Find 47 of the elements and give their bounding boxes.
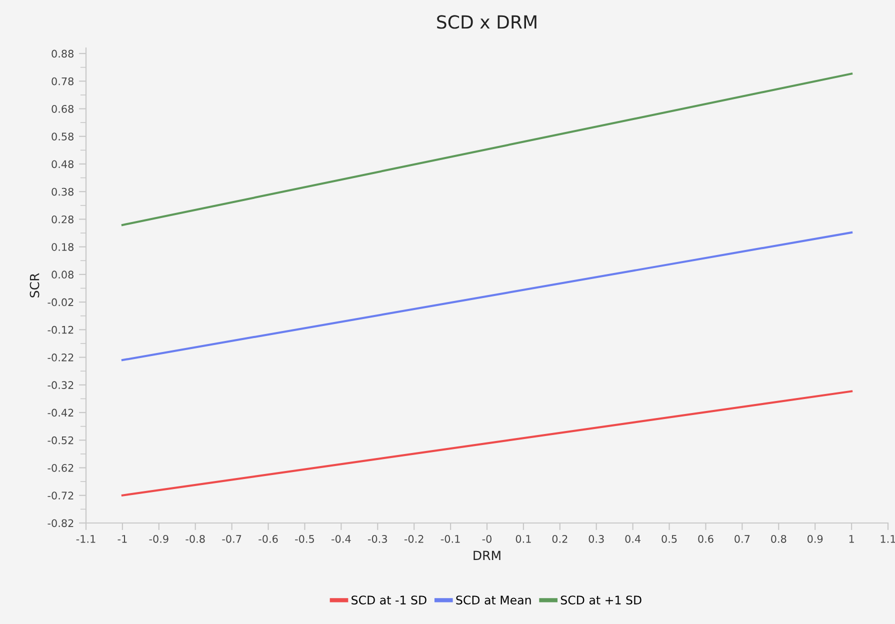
y-tick-label: 0.38 xyxy=(52,188,74,196)
y-tick-label: -0.32 xyxy=(48,381,74,390)
y-tick-label: 0.28 xyxy=(52,215,74,224)
x-tick-label: 0.2 xyxy=(552,534,568,543)
legend-label: SCD at +1 SD xyxy=(560,596,642,605)
y-tick-label: -0.52 xyxy=(48,436,74,444)
x-tick-label: 0.9 xyxy=(807,534,823,543)
x-tick-label: 0.4 xyxy=(625,534,641,543)
y-tick-label: -0.42 xyxy=(48,408,74,417)
y-tick-label: 0.48 xyxy=(52,160,74,168)
y-tick-label: -0.82 xyxy=(48,519,74,528)
x-tick-label: -1.1 xyxy=(76,535,96,543)
chart-title: SCD x DRM xyxy=(437,15,536,29)
x-tick-label: -0 xyxy=(482,534,492,543)
y-tick-label: -0.72 xyxy=(48,492,74,500)
x-tick-label: -0.5 xyxy=(295,534,314,543)
y-tick-label: -0.12 xyxy=(48,326,74,334)
x-tick-label: -0.6 xyxy=(258,534,278,543)
y-tick-label: 0.88 xyxy=(52,50,74,58)
x-tick-label: -0.9 xyxy=(149,534,168,543)
y-tick-label: -0.62 xyxy=(48,464,74,472)
x-tick-label: 0.8 xyxy=(771,534,786,543)
y-axis-title: SCR xyxy=(30,273,40,298)
x-tick-label: -0.2 xyxy=(404,534,424,543)
x-tick-label: -0.1 xyxy=(440,534,460,543)
y-tick-label: 0.68 xyxy=(52,104,74,113)
x-tick-label: 1 xyxy=(849,535,854,543)
x-tick-label: 0.6 xyxy=(698,534,714,543)
y-tick-label: 0.08 xyxy=(52,270,74,279)
y-tick-label: -0.02 xyxy=(48,298,74,306)
legend-label: SCD at -1 SD xyxy=(352,596,426,605)
x-tick-label: -0.4 xyxy=(332,534,351,543)
x-tick-label: 0.5 xyxy=(662,534,677,543)
x-tick-label: 0.1 xyxy=(516,534,531,543)
y-tick-label: 0.78 xyxy=(52,77,74,86)
x-tick-label: -0.8 xyxy=(186,534,205,543)
x-tick-label: 1.1 xyxy=(880,535,895,543)
legend-label: SCD at Mean xyxy=(456,596,531,605)
y-tick-label: 0.58 xyxy=(52,132,74,140)
x-tick-label: -0.3 xyxy=(368,534,387,543)
x-axis-title: DRM xyxy=(474,550,500,560)
x-tick-label: 0.7 xyxy=(734,534,750,543)
x-tick-label: 0.3 xyxy=(588,534,604,543)
x-tick-label: -1 xyxy=(118,535,127,543)
y-tick-label: 0.18 xyxy=(52,243,74,251)
x-tick-label: -0.7 xyxy=(222,534,242,543)
y-tick-label: -0.22 xyxy=(48,354,74,362)
